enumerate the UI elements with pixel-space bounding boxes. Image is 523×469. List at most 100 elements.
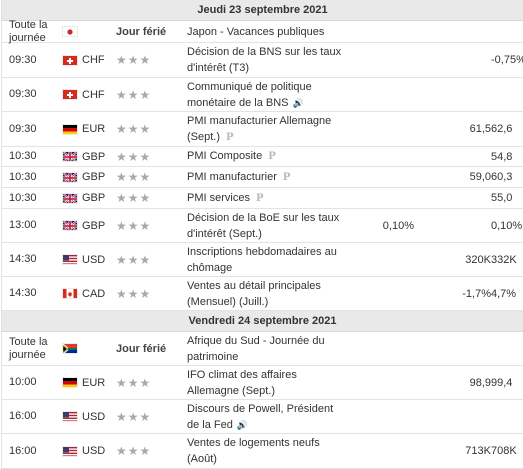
- currency: EUR: [82, 123, 106, 135]
- event-title[interactable]: Japon - Vacances publiques: [187, 21, 347, 42]
- event-title-line[interactable]: (Sept.): [187, 130, 221, 143]
- event-title[interactable]: Inscriptions hebdomadaires au chômage: [187, 243, 347, 276]
- event-time: Toute la journée: [9, 18, 48, 44]
- event-title-line[interactable]: Allemagne (Sept.): [187, 384, 276, 397]
- currency: [82, 21, 112, 42]
- event-title[interactable]: PMI Composite P: [187, 147, 347, 166]
- event-row[interactable]: 10:00 EUR ★★★ IFO climat des affaires Allema…: [2, 366, 523, 400]
- event-title-line[interactable]: de la Fed: [187, 418, 233, 431]
- previous-value: 332K: [491, 253, 517, 266]
- event-title-line[interactable]: (Mensuel) (Juill.): [187, 295, 269, 308]
- flag-jp-icon: [63, 27, 77, 36]
- event-row[interactable]: 09:30 CHF ★★★ Communiqué de politique monéta…: [2, 78, 523, 112]
- event-title-line[interactable]: Afrique du Sud - Journée du patrimoine: [187, 334, 325, 363]
- importance-star-icon: ★★★: [116, 122, 152, 136]
- event-title-line[interactable]: PMI manufacturier Allemagne: [187, 114, 332, 127]
- previous-value: 708K: [491, 445, 517, 457]
- event-row[interactable]: 10:30 GBP ★★★ PMI Composite P 54,8: [2, 147, 523, 167]
- preliminary-p-icon: P: [226, 131, 234, 143]
- importance-star-icon: ★★★: [116, 444, 152, 458]
- event-title-line[interactable]: Japon - Vacances publiques: [187, 25, 325, 38]
- event-title-line[interactable]: monétaire de la BNS: [187, 96, 289, 109]
- event-row[interactable]: Toute la journée Jour férié Afrique du Sud…: [2, 332, 523, 366]
- previous-value: [491, 21, 521, 42]
- event-row[interactable]: 09:30 EUR ★★★ PMI manufacturier Allemagne (S…: [2, 112, 523, 147]
- event-time: 14:30: [9, 253, 37, 265]
- event-time: 10:30: [9, 191, 37, 204]
- event-title-line[interactable]: Décision de la BNS sur les taux: [187, 46, 342, 58]
- importance-star-icon: ★★★: [116, 218, 152, 233]
- importance-star-icon: ★★★: [116, 87, 152, 102]
- preliminary-p-icon: P: [268, 151, 276, 162]
- event-row[interactable]: 16:00 USD ★★★ Ventes de logements neufs (Aoû…: [2, 434, 523, 469]
- forecast-value: [416, 43, 491, 77]
- event-row[interactable]: 10:30 GBP ★★★ PMI manufacturier P 59,0 60,3: [2, 167, 523, 188]
- event-row[interactable]: 14:30 USD ★★★ Inscriptions hebdomadaires au…: [2, 243, 523, 277]
- previous-value: [491, 78, 521, 111]
- flag-de-icon: [63, 378, 77, 387]
- forecast-value: [416, 188, 491, 208]
- event-row[interactable]: 14:30 CAD ★★★ Ventes au détail principales (…: [2, 277, 523, 311]
- event-title[interactable]: Décision de la BNS sur les taux d'intérêt…: [187, 43, 347, 77]
- event-title[interactable]: Communiqué de politique monétaire de la B…: [187, 78, 347, 111]
- currency: CHF: [82, 54, 105, 66]
- event-time: 09:30: [9, 53, 37, 66]
- event-title-line[interactable]: Décision de la BoE sur les taux: [187, 211, 340, 224]
- actual-value: [350, 332, 414, 365]
- event-title-line[interactable]: Ventes de logements neufs: [187, 437, 320, 449]
- event-row[interactable]: 13:00 GBP ★★★ Décision de la BoE sur les ta…: [2, 209, 523, 243]
- event-title[interactable]: Ventes au détail principales (Mensuel) (J…: [187, 277, 347, 310]
- speaker-icon[interactable]: 🔊: [292, 97, 304, 108]
- importance-star-icon: ★★★: [116, 375, 152, 390]
- holiday-label: Jour férié: [116, 342, 167, 355]
- event-title[interactable]: PMI manufacturier P: [187, 167, 347, 187]
- actual-value: [350, 112, 414, 146]
- actual-value: [350, 43, 414, 77]
- preliminary-p-icon: P: [282, 171, 291, 183]
- forecast-value: 98,9: [469, 376, 491, 389]
- event-title[interactable]: PMI services P: [187, 188, 347, 208]
- currency: GBP: [82, 150, 106, 163]
- event-title-line[interactable]: Ventes au détail principales: [187, 279, 321, 292]
- actual-value: [350, 188, 414, 208]
- event-title-line[interactable]: PMI Composite: [187, 150, 263, 162]
- event-title-line[interactable]: PMI services: [187, 191, 250, 204]
- event-time: 10:30: [9, 150, 37, 162]
- event-title-line[interactable]: Communiqué de politique: [187, 80, 312, 93]
- event-row[interactable]: 10:30 GBP ★★★ PMI services P 55,0: [2, 188, 523, 209]
- event-title-line[interactable]: d'intérêt (T3): [187, 62, 250, 74]
- flag-gb-icon: [63, 152, 77, 161]
- actual-value: [350, 366, 414, 399]
- event-title-line[interactable]: d'intérêt (Sept.): [187, 227, 262, 240]
- event-title[interactable]: PMI manufacturier Allemagne (Sept.) P: [187, 112, 347, 146]
- event-title[interactable]: IFO climat des affaires Allemagne (Sept.): [187, 366, 347, 399]
- event-time: Toute la journée: [9, 335, 48, 361]
- event-title[interactable]: Décision de la BoE sur les taux d'intérêt…: [187, 209, 347, 242]
- event-time: 16:00: [9, 444, 37, 457]
- actual-value: [350, 21, 414, 42]
- event-title[interactable]: Afrique du Sud - Journée du patrimoine: [187, 332, 347, 365]
- forecast-value: 320K: [465, 253, 491, 266]
- event-time: 09:30: [9, 88, 37, 100]
- currency: GBP: [82, 219, 106, 232]
- actual-value: [350, 167, 414, 187]
- event-title-line[interactable]: Inscriptions hebdomadaires au: [187, 245, 337, 258]
- previous-value: 99,4: [491, 376, 513, 389]
- event-title-line[interactable]: IFO climat des affaires: [187, 368, 297, 381]
- event-title[interactable]: Ventes de logements neufs (Août): [187, 434, 347, 468]
- event-time: 14:30: [9, 287, 37, 299]
- event-title-line[interactable]: PMI manufacturier: [187, 170, 277, 183]
- currency: CHF: [82, 88, 105, 101]
- forecast-value: [416, 21, 491, 42]
- previous-value: 60,3: [491, 171, 513, 183]
- currency: USD: [82, 445, 106, 457]
- event-title[interactable]: Discours de Powell, Président de la Fed 🔊: [187, 400, 347, 433]
- event-title-line[interactable]: Discours de Powell, Président: [187, 402, 334, 415]
- actual-value: 0,10%: [382, 219, 414, 232]
- event-row[interactable]: Toute la journée Jour férié Japon - Vacanc…: [2, 18, 523, 44]
- event-row[interactable]: 16:00 USD ★★★ Discours de Powell, Président…: [2, 400, 523, 434]
- speaker-icon[interactable]: 🔊: [236, 419, 249, 430]
- event-row[interactable]: 09:30 CHF ★★★ Décision de la BNS sur les ta…: [2, 43, 523, 78]
- event-title-line[interactable]: chômage: [187, 261, 233, 274]
